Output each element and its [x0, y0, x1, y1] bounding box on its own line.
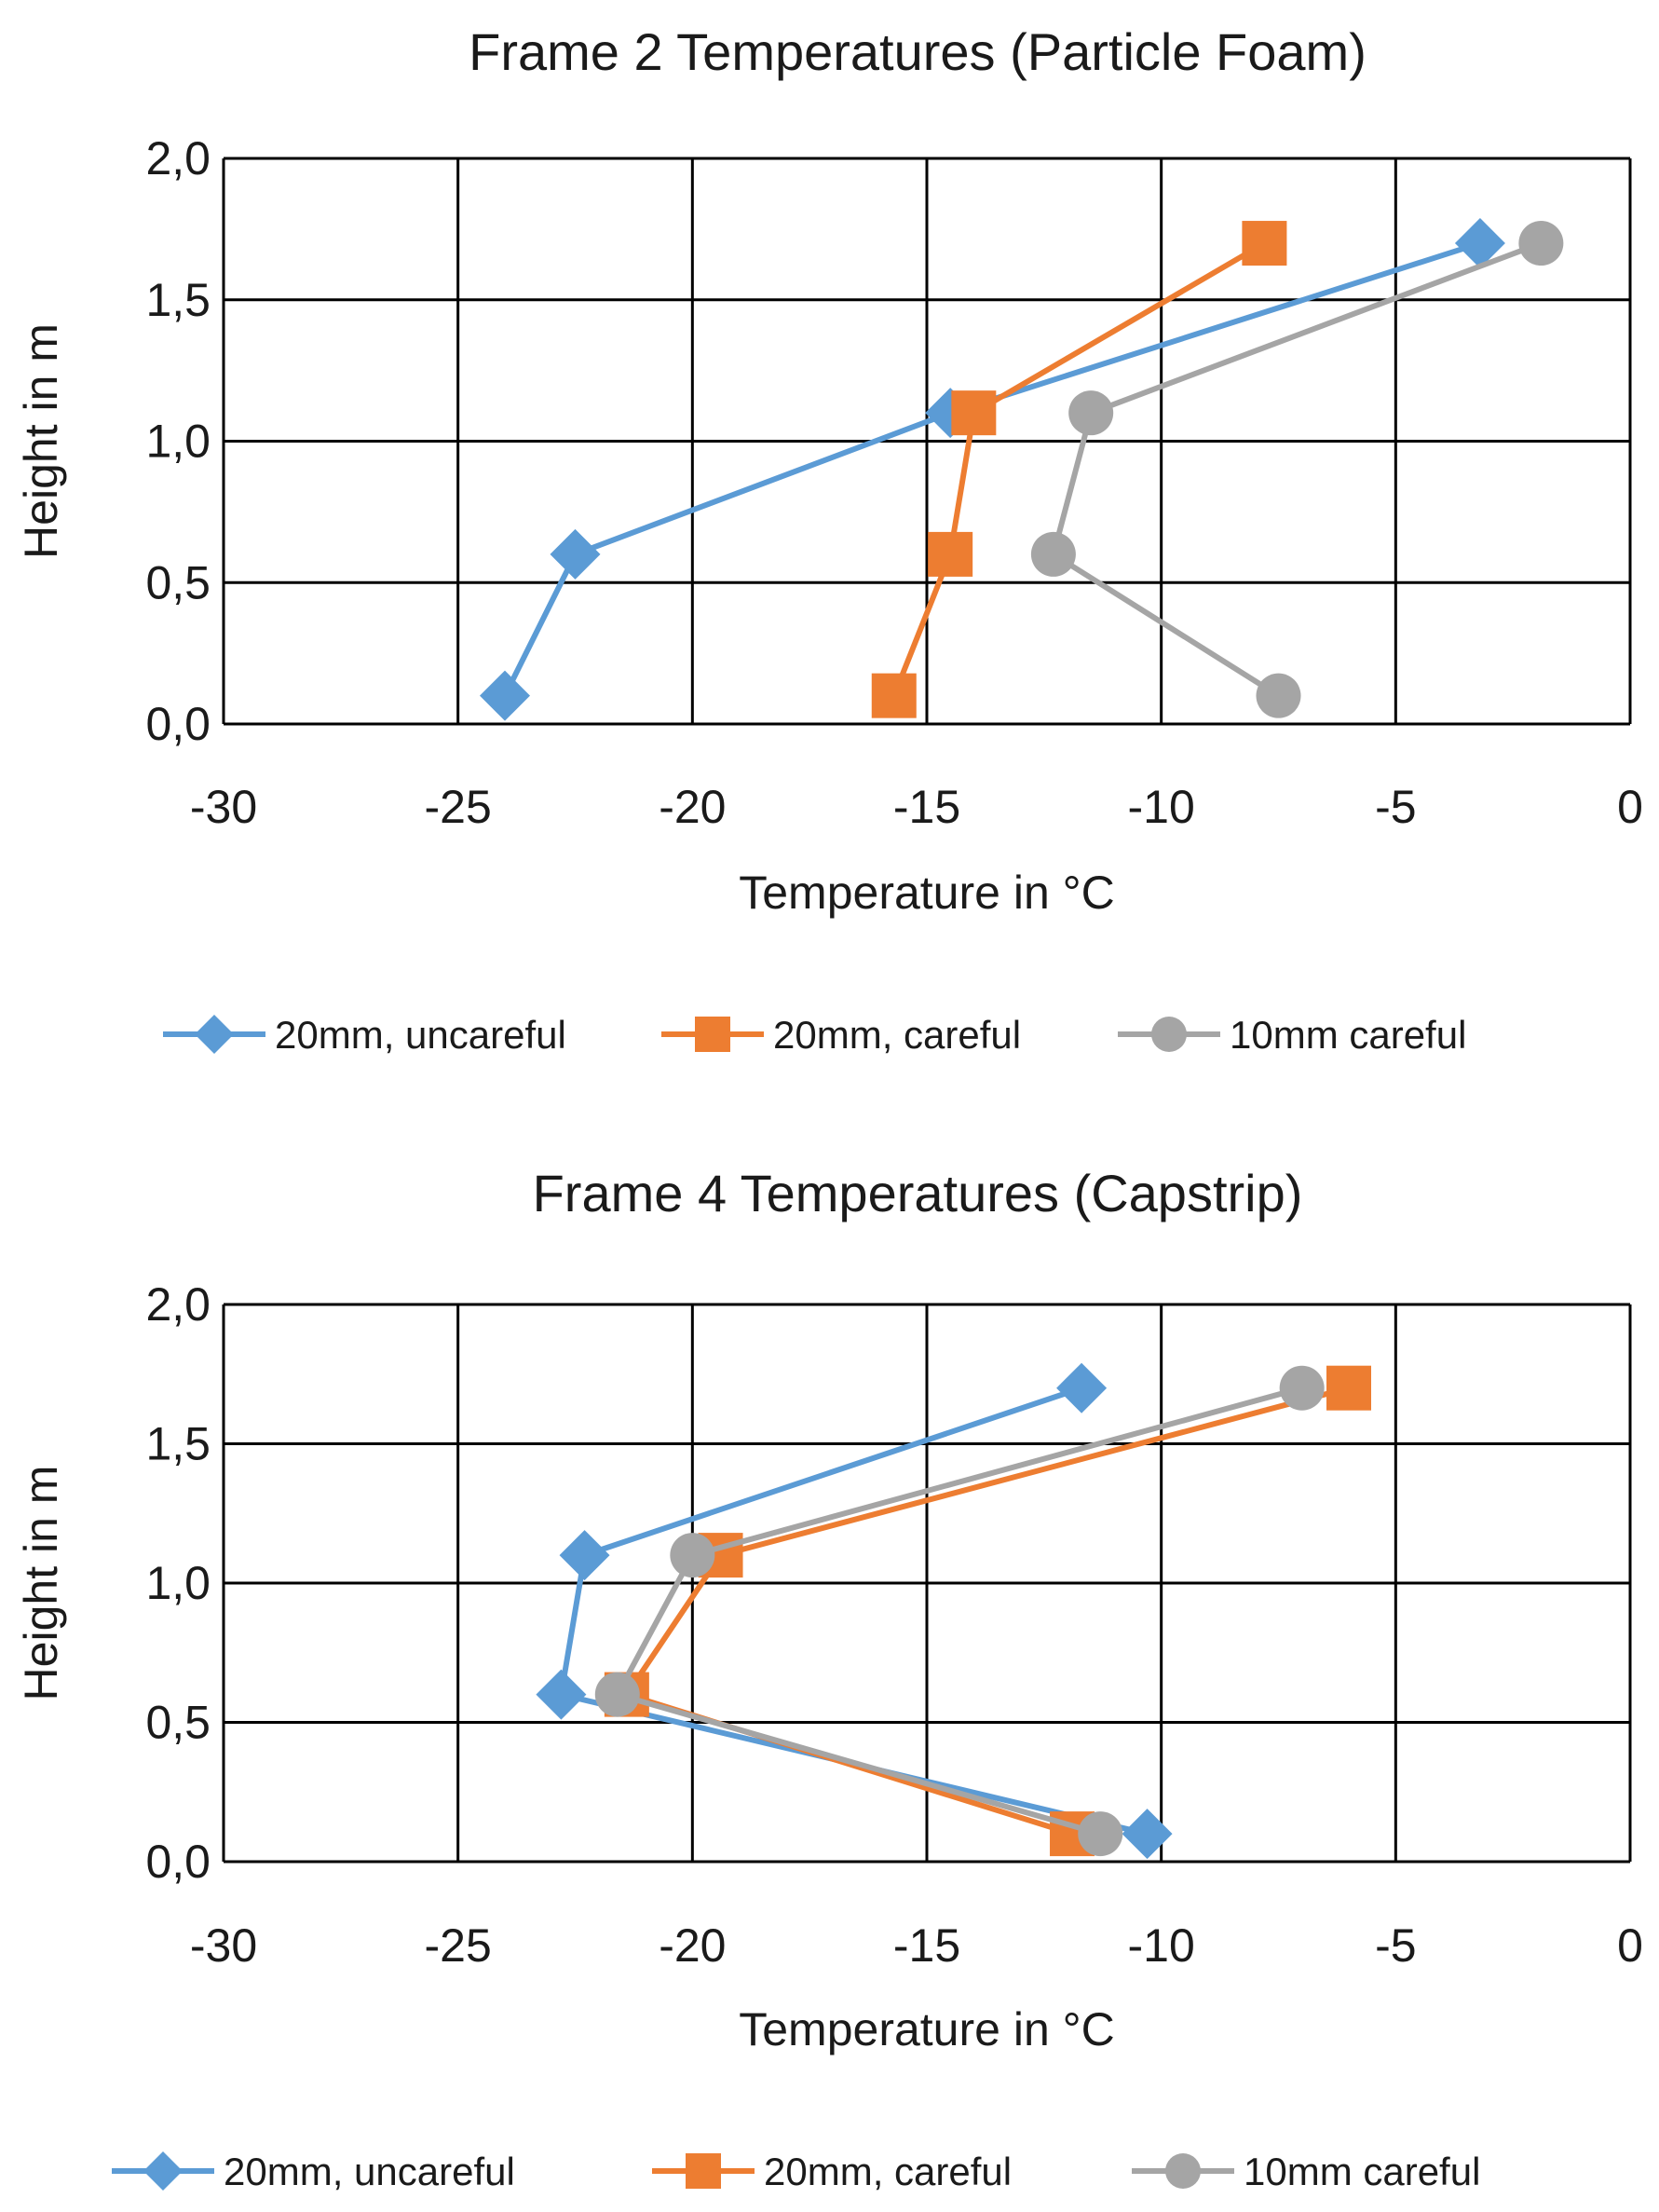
series-10mm-careful — [1030, 221, 1564, 718]
series-line — [1050, 240, 1543, 699]
y-tick-label: 0,0 — [145, 1836, 211, 1888]
y-axis-label: Height in m — [15, 1466, 67, 1701]
series-20mm-careful — [871, 221, 1287, 718]
legend-item: 20mm, uncareful — [112, 2150, 515, 2193]
legend-label: 10mm careful — [1230, 1013, 1466, 1057]
legend-label: 20mm, careful — [764, 2150, 1012, 2193]
x-axis-label: Temperature in °C — [739, 867, 1115, 919]
chart-frame-2: Frame 2 Temperatures (Particle Foam) -30 -… — [15, 22, 1643, 1057]
legend-marker — [695, 1017, 730, 1052]
y-axis-label: Height in m — [15, 323, 67, 559]
legend-marker — [195, 1015, 234, 1054]
x-tick-label: -15 — [893, 781, 960, 833]
data-point — [594, 1672, 640, 1717]
x-tick-label: -30 — [190, 781, 257, 833]
legend-item: 20mm, careful — [652, 2150, 1012, 2193]
legend-marker — [1151, 1017, 1187, 1052]
x-tick-label: -30 — [190, 1919, 257, 1972]
x-tick-label: -25 — [425, 1919, 492, 1972]
data-point — [1518, 221, 1564, 266]
x-tick-label: -10 — [1128, 781, 1195, 833]
data-point — [670, 1533, 715, 1578]
y-tick-label: 1,5 — [145, 1418, 211, 1470]
y-tick-label: 1,0 — [145, 416, 211, 468]
y-tick-label: 2,0 — [145, 1278, 211, 1331]
x-tick-label: -10 — [1128, 1919, 1195, 1972]
y-tick-label: 1,5 — [145, 274, 211, 326]
x-axis-label: Temperature in °C — [739, 2003, 1115, 2055]
x-tick-label: -15 — [893, 1919, 960, 1972]
legend-item: 20mm, uncareful — [163, 1013, 566, 1057]
chart-title: Frame 4 Temperatures (Capstrip) — [533, 1164, 1303, 1222]
data-point — [1068, 390, 1114, 436]
legend-marker — [143, 2151, 183, 2191]
data-point — [1056, 1362, 1108, 1413]
data-point — [1454, 218, 1505, 269]
x-tick-label: -20 — [659, 1919, 726, 1972]
x-tick-label: -20 — [659, 781, 726, 833]
legend-label: 10mm careful — [1244, 2150, 1480, 2193]
x-tick-label: 0 — [1617, 1919, 1643, 1972]
legend-label: 20mm, uncareful — [275, 1013, 566, 1057]
data-point — [480, 670, 530, 721]
series-line — [623, 1385, 1350, 1837]
data-point — [1256, 673, 1301, 718]
y-tick-label: 2,0 — [145, 132, 211, 184]
series-line — [502, 240, 1481, 697]
series-20mm-careful — [604, 1365, 1371, 1857]
x-tick-label: 0 — [1617, 781, 1643, 833]
y-tick-label: 0,5 — [145, 556, 211, 608]
x-tick-label: -5 — [1375, 1919, 1416, 1972]
data-point — [1279, 1365, 1325, 1411]
chart-frame-4: Frame 4 Temperatures (Capstrip) -30 -25 -20… — [15, 1164, 1643, 2193]
series-20mm-uncareful — [536, 1362, 1173, 1860]
data-point — [550, 528, 601, 580]
legend-item: 10mm careful — [1118, 1013, 1466, 1057]
data-point — [559, 1530, 610, 1581]
data-point — [1122, 1809, 1173, 1860]
series-line — [891, 240, 1266, 697]
data-point — [1078, 1811, 1123, 1857]
y-tick-label: 0,0 — [145, 698, 211, 750]
y-tick-label: 0,5 — [145, 1697, 211, 1749]
legend-label: 20mm, careful — [773, 1013, 1021, 1057]
legend-marker — [1165, 2153, 1201, 2189]
series-10mm-careful — [594, 1365, 1325, 1857]
data-point — [1030, 531, 1076, 577]
data-point — [871, 673, 917, 718]
legend-marker — [686, 2153, 721, 2189]
data-point — [536, 1669, 587, 1720]
legend-label: 20mm, uncareful — [224, 2150, 515, 2193]
legend-item: 20mm, careful — [661, 1013, 1021, 1057]
y-tick-label: 1,0 — [145, 1557, 211, 1609]
series-20mm-uncareful — [480, 218, 1505, 721]
chart-title: Frame 2 Temperatures (Particle Foam) — [469, 22, 1367, 81]
data-point — [1326, 1365, 1371, 1411]
series-line — [614, 1385, 1303, 1837]
data-point — [951, 390, 997, 436]
data-point — [928, 531, 973, 577]
x-tick-label: -25 — [425, 781, 492, 833]
x-tick-label: -5 — [1375, 781, 1416, 833]
data-point — [1242, 221, 1287, 266]
legend-item: 10mm careful — [1132, 2150, 1480, 2193]
